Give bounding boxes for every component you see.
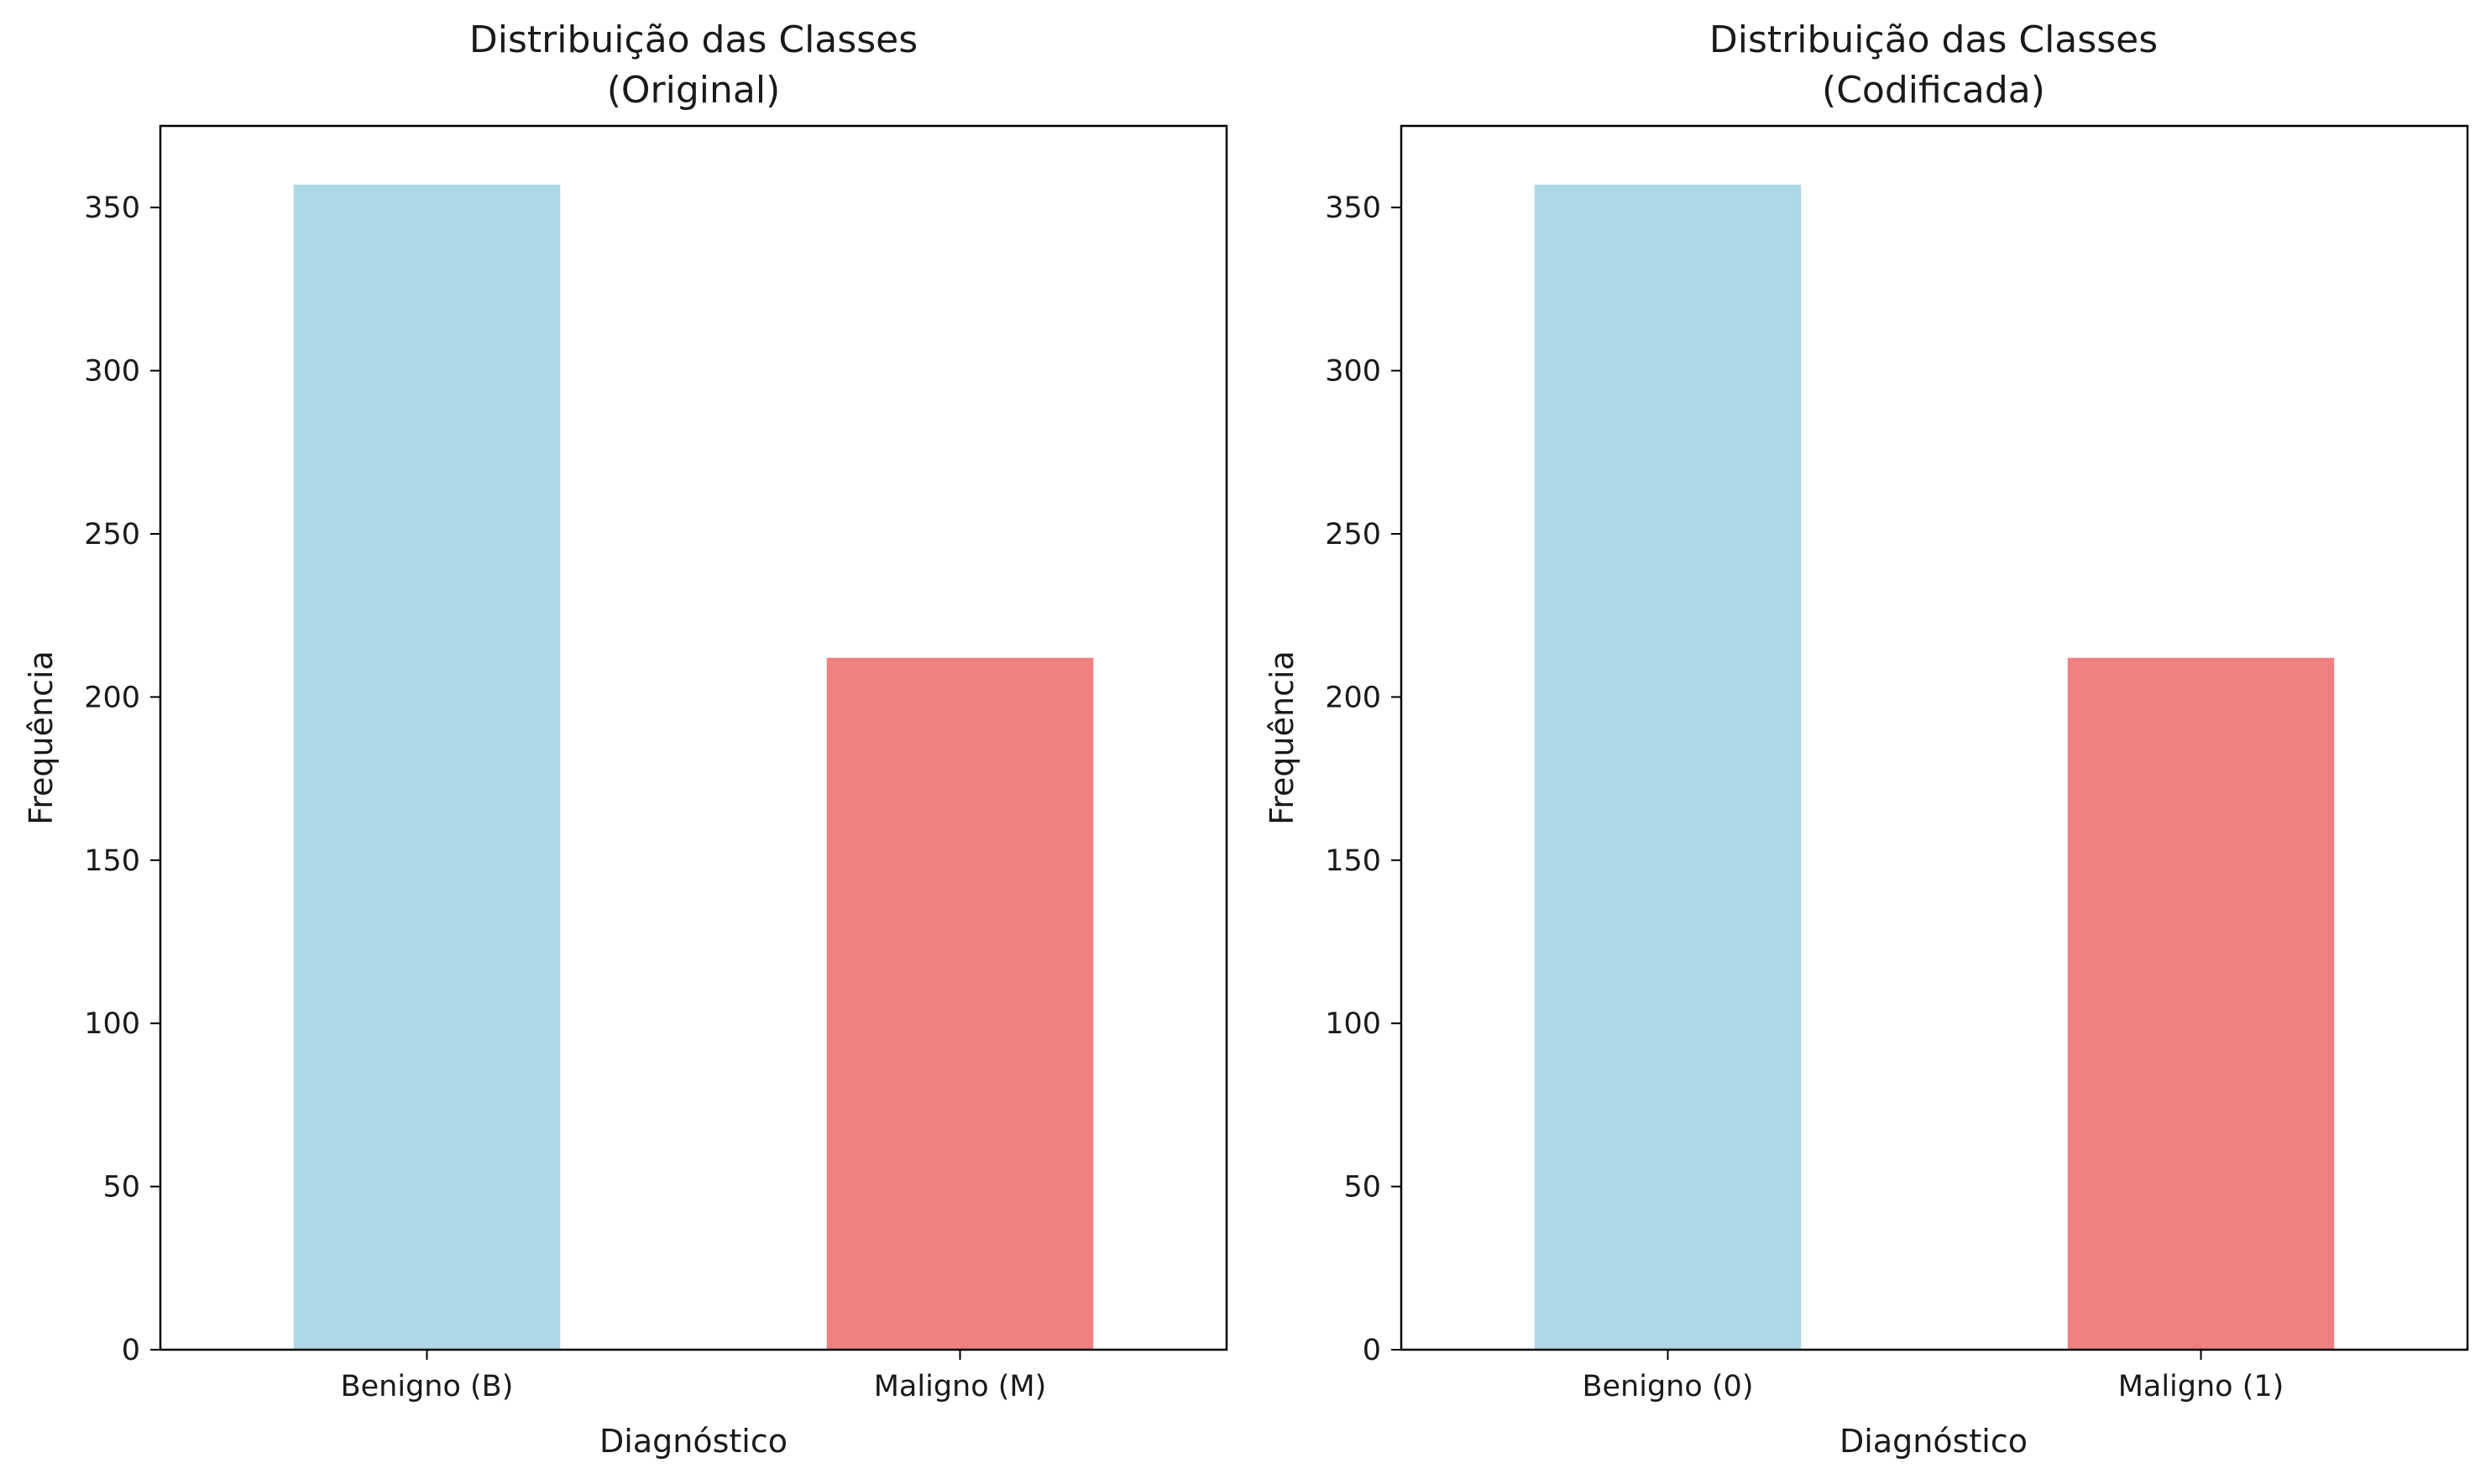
plot-area-frame	[159, 124, 1228, 1351]
y-tick-label: 350	[84, 191, 140, 225]
x-tick-label: Maligno (1)	[2118, 1370, 2284, 1403]
bar-0	[1534, 184, 1802, 1350]
bar-group	[293, 184, 1094, 1350]
x-axis-label: Diagnóstico	[1839, 1423, 2028, 1460]
y-tick-label: 300	[84, 355, 140, 389]
bar-0	[293, 184, 561, 1350]
chart-title-line-1: Distribuição das Classes	[1709, 18, 2158, 61]
x-tick-label: Benigno (0)	[1583, 1370, 1754, 1403]
y-tick-label: 100	[84, 1007, 140, 1041]
x-tick-label: Maligno (M)	[874, 1370, 1047, 1403]
y-tick-label: 150	[84, 844, 140, 878]
x-axis-ticks: Benigno (B) Maligno (M)	[341, 1350, 1047, 1403]
plot-area-frame	[1400, 124, 2469, 1351]
y-axis-label: Frequência	[1264, 651, 1300, 825]
y-tick-label: 50	[1343, 1171, 1381, 1204]
chart-title-line-2: (Codificada)	[1822, 69, 2045, 112]
y-axis-ticks: 0 50 100 150 200 250 300 350	[84, 191, 160, 1367]
y-tick-label: 200	[1325, 681, 1381, 714]
chart-encoded: Distribuição das Classes (Codificada) 0 5…	[1264, 18, 2469, 1460]
chart-original: Distribuição das Classes (Original) 0 50 1…	[23, 18, 1228, 1460]
chart-title-line-1: Distribuição das Classes	[469, 18, 918, 61]
y-tick-label: 0	[122, 1334, 140, 1367]
y-axis-label: Frequência	[23, 651, 60, 825]
y-tick-label: 350	[1325, 191, 1381, 225]
x-tick-label: Benigno (B)	[341, 1370, 514, 1403]
y-tick-label: 150	[1325, 844, 1381, 878]
x-axis-ticks: Benigno (0) Maligno (1)	[1583, 1350, 2284, 1403]
x-axis-label: Diagnóstico	[599, 1423, 788, 1460]
y-tick-label: 250	[84, 518, 140, 551]
y-tick-label: 200	[84, 681, 140, 714]
y-tick-label: 0	[1363, 1334, 1381, 1367]
y-tick-label: 250	[1325, 518, 1381, 551]
y-axis-ticks: 0 50 100 150 200 250 300 350	[1325, 191, 1401, 1367]
bar-group	[1534, 184, 2335, 1350]
bar-1	[2067, 657, 2335, 1350]
chart-title-line-2: (Original)	[607, 69, 781, 112]
bar-1	[826, 657, 1094, 1350]
y-tick-label: 100	[1325, 1007, 1381, 1041]
y-tick-label: 300	[1325, 355, 1381, 389]
y-tick-label: 50	[102, 1171, 140, 1204]
